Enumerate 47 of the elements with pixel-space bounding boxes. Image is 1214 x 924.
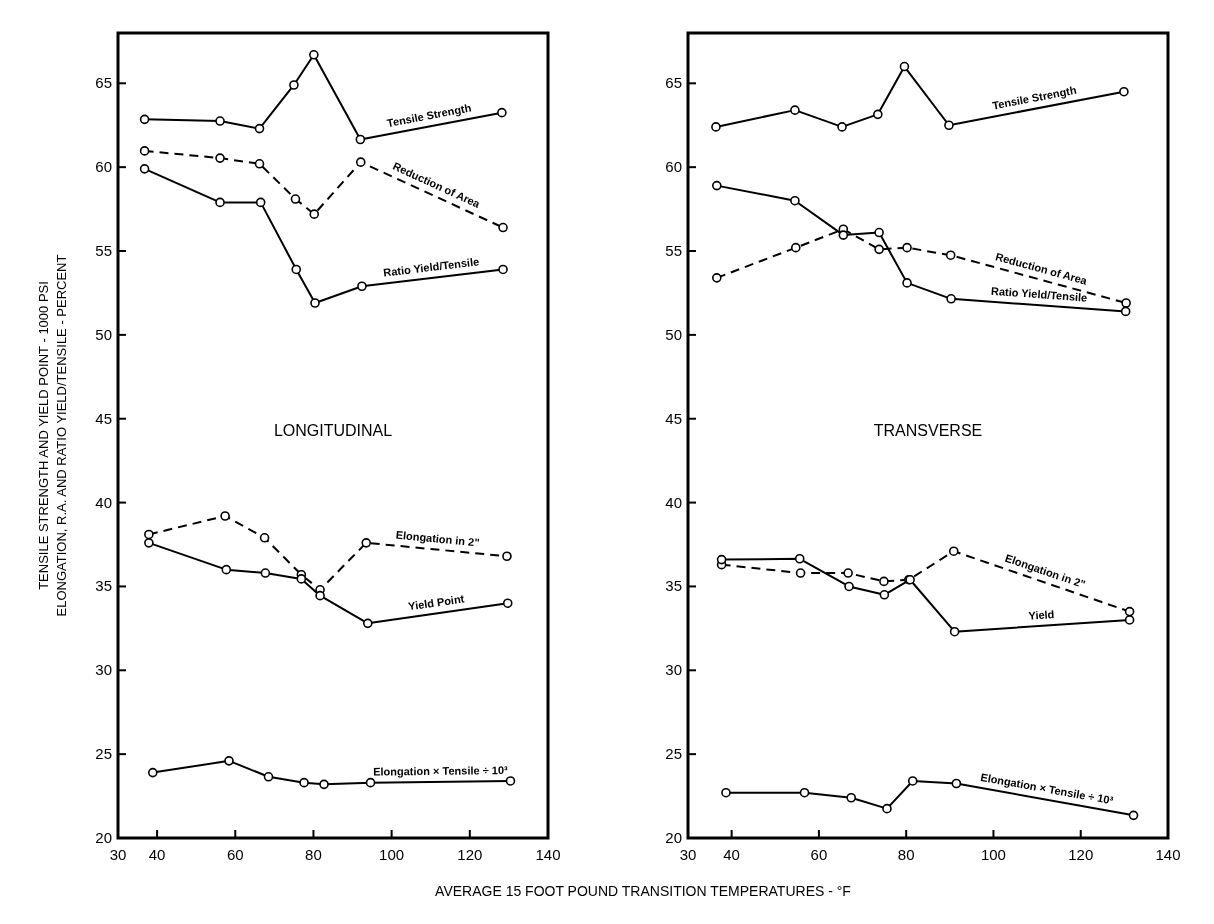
y-tick-label: 20 <box>95 829 112 846</box>
x-tick-label: 100 <box>980 846 1006 863</box>
series-label: Yield <box>1028 608 1055 622</box>
y-tick-label: 20 <box>665 829 682 846</box>
y-tick-label: 25 <box>665 745 682 763</box>
x-tick-label: 120 <box>457 846 483 863</box>
text: Tensile Strength <box>991 83 1078 112</box>
y-tick-label: 45 <box>665 409 682 427</box>
x-tick-label: 140 <box>1155 846 1181 863</box>
y-tick-label: 40 <box>665 493 682 511</box>
y-tick-label: 55 <box>665 242 682 260</box>
y-axis-title: TENSILE STRENGTH AND YIELD POINT - 1000 PSI ELONGATION, R.A. AND RATIO YIELD/TENSILE - PERCENT <box>36 254 69 617</box>
x-tick-label: 30 <box>109 846 127 863</box>
x-tick-label: 80 <box>897 846 915 863</box>
x-tick-label: 100 <box>379 846 405 863</box>
x-tick-label: 80 <box>305 846 322 863</box>
x-axis-title: AVERAGE 15 FOOT POUND TRANSITION TEMPERATURES - °F <box>435 883 851 899</box>
y-tick-label: 40 <box>95 493 112 511</box>
x-tick-label: 120 <box>1068 846 1094 863</box>
series-label: Ratio Yield/Tensile <box>990 284 1088 304</box>
x-tick-label: 40 <box>723 846 740 863</box>
y-tick-label: 55 <box>95 242 112 260</box>
text: Elongation × Tensile ÷ 10³ <box>979 770 1115 807</box>
text: Elongation in 2" <box>395 528 481 549</box>
x-tick-label: 30 <box>679 846 697 863</box>
y-tick-label: 45 <box>95 409 112 427</box>
y-tick-label: 65 <box>665 74 682 92</box>
series-label: Elongation × Tensile ÷ 10³ <box>373 764 509 778</box>
x-tick-label: 140 <box>535 846 561 863</box>
y-tick-label: 30 <box>665 661 682 679</box>
y-tick-label: 50 <box>95 325 112 343</box>
y-tick-label: 30 <box>95 661 112 679</box>
y-tick-label: 60 <box>665 158 682 176</box>
text: Yield Point <box>407 592 466 613</box>
y-tick-label: 60 <box>95 158 112 176</box>
y-tick-label: 35 <box>665 577 682 595</box>
annotation: TRANSVERSE <box>873 421 983 439</box>
y-tick-label: 35 <box>95 577 112 595</box>
text: Ratio Yield/Tensile <box>382 255 480 279</box>
x-tick-label: 60 <box>226 846 244 863</box>
y-tick-label: 50 <box>665 325 682 343</box>
x-tick-label: 40 <box>148 846 166 863</box>
y-tick-label: 25 <box>95 745 112 763</box>
y-tick-label: 65 <box>95 74 112 92</box>
text: Tensile Strength <box>386 101 473 130</box>
annotation: LONGITUDINAL <box>273 421 393 439</box>
x-tick-label: 60 <box>810 846 828 863</box>
